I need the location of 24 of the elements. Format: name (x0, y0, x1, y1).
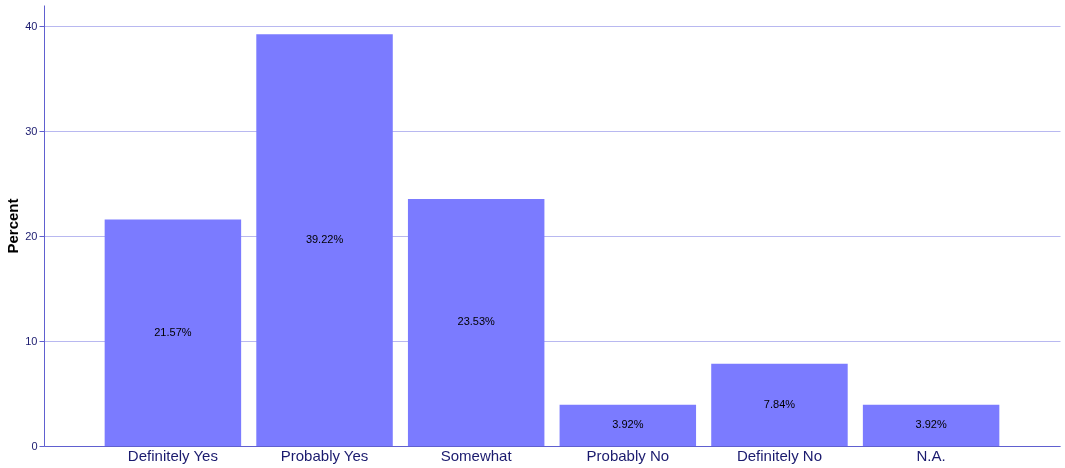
y-tick-label: 40 (25, 19, 38, 32)
y-axis-title: Percent (4, 198, 22, 254)
bar (862, 404, 1000, 446)
x-tick-label: N.A. (916, 446, 946, 464)
x-tick-label: Definitely Yes (127, 446, 218, 464)
data-label: 23.53% (457, 315, 496, 328)
bar (256, 34, 393, 446)
x-tick-label: Probably Yes (280, 446, 369, 464)
y-tick-label: 30 (25, 124, 38, 137)
data-label: 39.22% (305, 233, 344, 246)
y-tick-label: 10 (25, 334, 38, 347)
bar (711, 363, 848, 446)
x-tick-label: Probably No (586, 446, 670, 464)
data-label: 21.57% (154, 325, 192, 338)
data-label: 3.92% (915, 418, 947, 431)
y-tick-label: 20 (25, 229, 38, 242)
bar (407, 198, 545, 446)
x-tick-label: Definitely No (736, 446, 822, 464)
bar (559, 404, 697, 446)
data-label: 3.92% (612, 418, 644, 431)
data-label: 7.84% (763, 397, 796, 410)
y-tick-label: 0 (31, 439, 38, 452)
bar (104, 219, 242, 446)
x-tick-label: Somewhat (440, 446, 513, 464)
